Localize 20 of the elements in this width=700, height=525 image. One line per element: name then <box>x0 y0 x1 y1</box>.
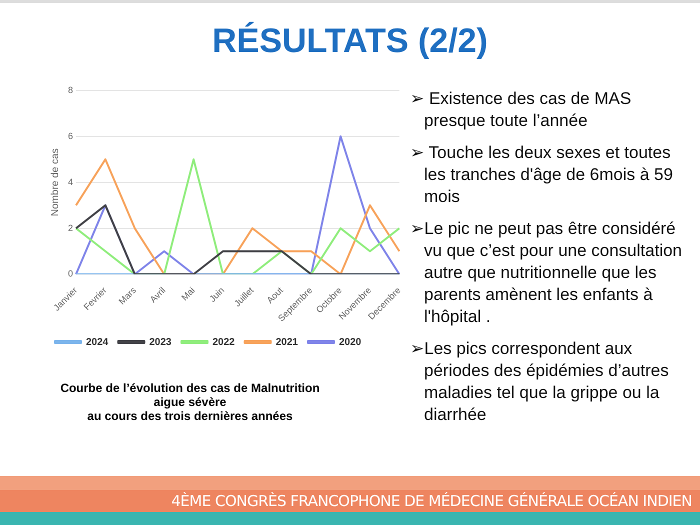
text: ➢ Touche les deux sexes et toutes les tranches d'âge de 6mois à 59 mois <box>410 142 674 208</box>
legend-label: 2021 <box>276 336 298 348</box>
text: Courbe de l’évolution des cas de Malnutrition aigue sévère au cours des trois dernières années <box>59 381 321 423</box>
text: ➢ Existence des cas de MAS presque toute l’année <box>410 88 632 132</box>
y-tick-label: 8 <box>68 84 74 95</box>
y-tick-label: 2 <box>68 222 74 233</box>
y-tick-label: 0 <box>68 268 74 279</box>
y-tick-label: 6 <box>68 130 74 141</box>
legend-label: 2023 <box>149 336 172 348</box>
text: ➢Les pics correspondent aux périodes des épidémies d’autres maladies tel que la grippe ou la diarrhée <box>410 338 670 426</box>
y-tick-label: 4 <box>68 176 74 187</box>
x-tick-label: Juin <box>207 285 226 304</box>
text: 4ÈME CONGRÈS FRANCOPHONE DE MÉDECINE GÉNÉRALE OCÉAN INDIEN <box>171 492 692 510</box>
x-tick-label: Mai <box>179 285 197 302</box>
legend-label: 2024 <box>86 336 109 348</box>
text: ➢Le pic ne peut pas être considéré vu que c’est pour une consultation autre que nutritionnelle que les parents amènent les enfants à l'hôpital . <box>410 218 684 328</box>
y-axis-title: Nombre de cas <box>50 148 61 216</box>
chart-title: RÉSULTATS (2/2) <box>211 22 489 61</box>
legend-label: 2020 <box>338 336 362 348</box>
legend-label: 2022 <box>212 336 236 348</box>
